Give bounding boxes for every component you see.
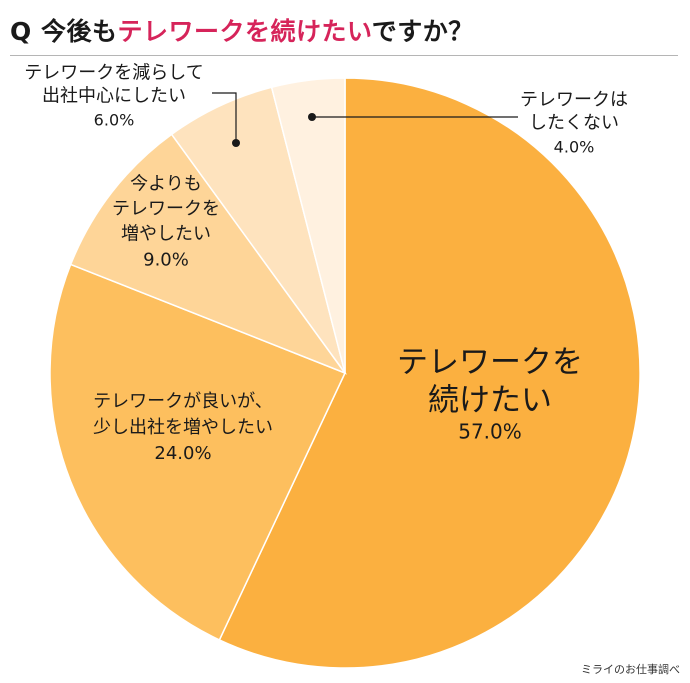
slice-label-3-line-1: 今よりも	[130, 174, 202, 195]
slice-label-3-line-2: テレワークを	[112, 199, 220, 220]
slice-label-1-line-2: 続けたい	[428, 382, 552, 418]
source-credit: ミライのお仕事調べ	[581, 663, 680, 676]
leader-dot-5	[308, 113, 316, 121]
leader-dot-4	[232, 139, 240, 147]
title-divider	[10, 55, 678, 56]
title-prefix: Q 今後も	[10, 17, 118, 46]
slice-value-2: 24.0%	[154, 443, 211, 464]
slice-label-4-line-2: 出社中心にしたい	[42, 85, 186, 106]
slice-value-4: 6.0%	[94, 110, 135, 129]
title-suffix: ですか？	[371, 17, 474, 46]
slice-label-4-line-1: テレワークを減らして	[24, 62, 203, 83]
pie-slice-3	[69, 133, 348, 375]
leader-line-4	[212, 92, 237, 143]
chart-title: Q 今後もテレワークを続けたいですか？	[10, 12, 474, 48]
slice-value-1: 57.0%	[458, 419, 522, 443]
slice-label-3-line-3: 増やしたい	[121, 224, 211, 245]
slice-label-2-line-2: 少し出社を増やしたい	[93, 417, 273, 438]
pie-slice-1	[218, 77, 641, 669]
slice-value-5: 4.0%	[554, 137, 595, 156]
slice-label-2-line-1: テレワークが良いが、	[93, 391, 273, 412]
slice-label-5-line-1: テレワークは	[520, 89, 628, 110]
leader-lines	[212, 92, 518, 147]
slice-label-1-line-1: テレワークを	[397, 344, 583, 380]
pie-slice-2	[49, 263, 347, 641]
pie-slice-5	[270, 77, 346, 374]
title-highlight: テレワークを続けたい	[117, 17, 372, 46]
pie-slices	[49, 77, 641, 669]
slice-value-3: 9.0%	[143, 250, 189, 271]
slice-label-5-line-2: したくない	[529, 112, 619, 133]
slice-labels: テレワークを続けたい57.0%テレワークが良いが、少し出社を増やしたい24.0%…	[24, 62, 628, 463]
